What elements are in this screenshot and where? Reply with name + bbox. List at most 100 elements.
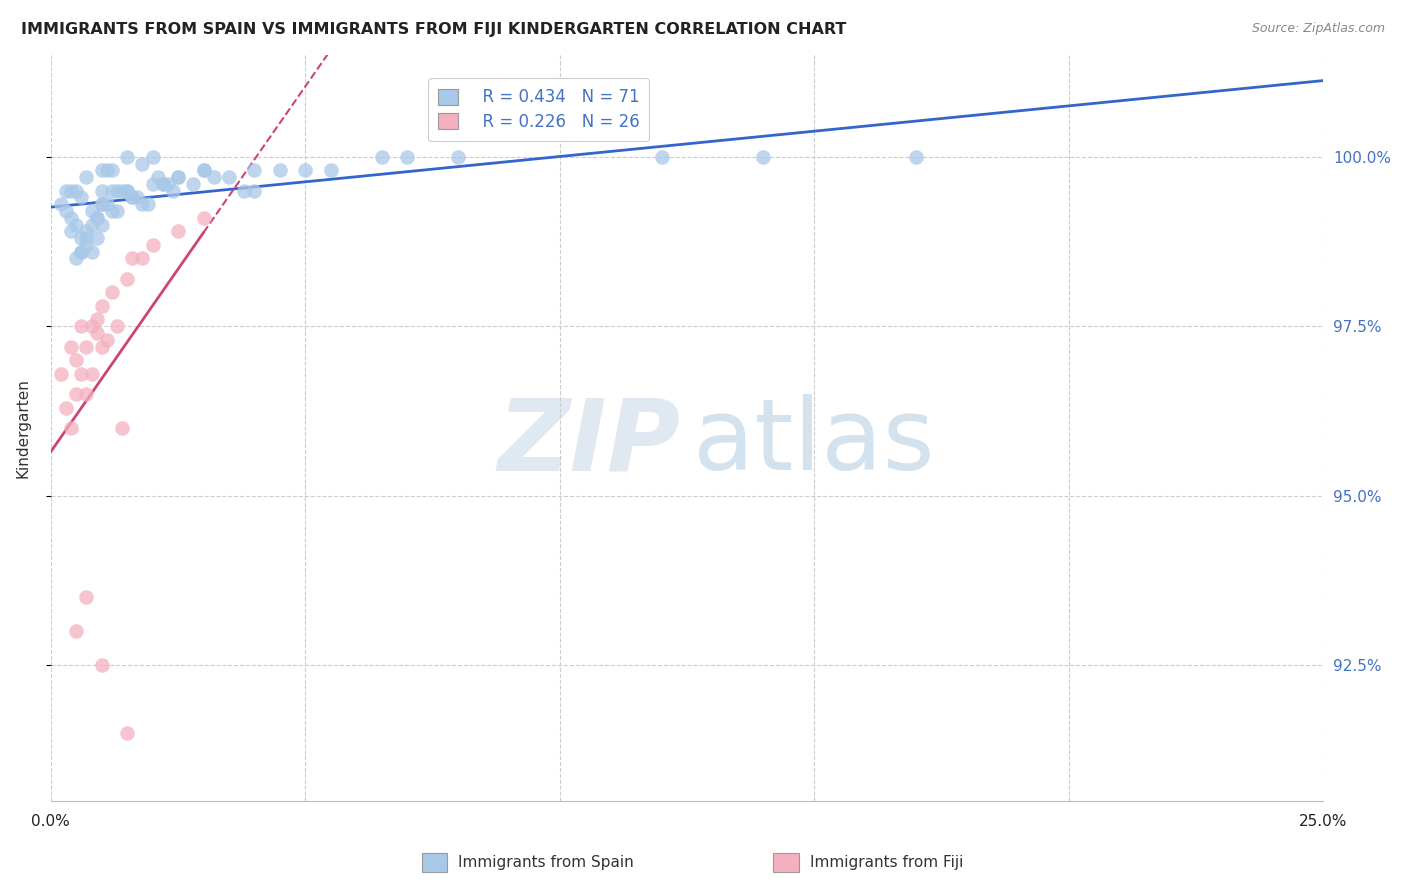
Point	[127, 190, 149, 204]
Point	[49, 367, 72, 381]
Point	[396, 150, 419, 164]
Point	[136, 197, 159, 211]
Point	[101, 184, 124, 198]
Point	[193, 163, 215, 178]
Text: 0.0%: 0.0%	[31, 814, 70, 829]
Point	[75, 170, 97, 185]
Point	[80, 218, 103, 232]
Point	[60, 211, 83, 225]
Point	[142, 177, 165, 191]
Point	[105, 204, 128, 219]
Point	[90, 197, 112, 211]
Point	[115, 150, 138, 164]
Point	[131, 252, 153, 266]
Point	[60, 224, 83, 238]
Point	[60, 339, 83, 353]
Point	[65, 624, 87, 639]
Text: atlas: atlas	[693, 394, 935, 491]
Point	[86, 211, 108, 225]
Point	[115, 726, 138, 740]
Point	[70, 244, 93, 259]
Point	[80, 204, 103, 219]
Point	[90, 197, 112, 211]
Point	[121, 190, 143, 204]
Text: Immigrants from Fiji: Immigrants from Fiji	[810, 855, 963, 870]
Point	[115, 184, 138, 198]
Point	[115, 184, 138, 198]
Legend:   R = 0.434   N = 71,   R = 0.226   N = 26: R = 0.434 N = 71, R = 0.226 N = 26	[429, 78, 650, 141]
Point	[70, 244, 93, 259]
Point	[152, 177, 174, 191]
Text: IMMIGRANTS FROM SPAIN VS IMMIGRANTS FROM FIJI KINDERGARTEN CORRELATION CHART: IMMIGRANTS FROM SPAIN VS IMMIGRANTS FROM…	[21, 22, 846, 37]
Point	[193, 163, 215, 178]
Point	[65, 252, 87, 266]
Point	[75, 339, 97, 353]
Point	[105, 184, 128, 198]
Point	[65, 353, 87, 368]
Point	[243, 184, 266, 198]
Point	[70, 190, 93, 204]
Point	[142, 150, 165, 164]
Point	[86, 211, 108, 225]
Point	[167, 170, 190, 185]
Point	[243, 163, 266, 178]
Point	[651, 150, 673, 164]
Point	[370, 150, 392, 164]
Point	[80, 244, 103, 259]
Point	[86, 231, 108, 245]
Point	[111, 184, 134, 198]
Point	[90, 184, 112, 198]
Point	[152, 177, 174, 191]
Point	[90, 658, 112, 673]
Point	[202, 170, 225, 185]
Point	[111, 421, 134, 435]
Point	[70, 319, 93, 334]
Point	[294, 163, 316, 178]
Y-axis label: Kindergarten: Kindergarten	[15, 378, 30, 478]
Point	[218, 170, 240, 185]
Point	[70, 231, 93, 245]
Point	[49, 197, 72, 211]
Point	[167, 170, 190, 185]
Point	[90, 218, 112, 232]
Point	[90, 299, 112, 313]
Point	[121, 252, 143, 266]
Point	[60, 421, 83, 435]
Point	[65, 218, 87, 232]
Point	[193, 211, 215, 225]
Point	[96, 163, 118, 178]
Point	[96, 333, 118, 347]
Point	[55, 184, 77, 198]
Point	[105, 319, 128, 334]
Point	[65, 387, 87, 401]
Point	[80, 319, 103, 334]
Point	[162, 184, 184, 198]
Point	[86, 312, 108, 326]
Point	[115, 272, 138, 286]
Point	[55, 204, 77, 219]
Point	[905, 150, 928, 164]
Point	[131, 197, 153, 211]
Point	[183, 177, 205, 191]
Point	[65, 184, 87, 198]
Point	[752, 150, 775, 164]
Point	[96, 197, 118, 211]
Point	[75, 238, 97, 252]
Text: Source: ZipAtlas.com: Source: ZipAtlas.com	[1251, 22, 1385, 36]
Point	[142, 238, 165, 252]
Point	[167, 224, 190, 238]
Point	[75, 387, 97, 401]
Point	[90, 339, 112, 353]
Point	[75, 591, 97, 605]
Point	[101, 163, 124, 178]
Point	[75, 224, 97, 238]
Point	[86, 326, 108, 340]
Point	[60, 184, 83, 198]
Point	[269, 163, 291, 178]
Text: ZIP: ZIP	[498, 394, 681, 491]
Point	[101, 204, 124, 219]
Point	[80, 367, 103, 381]
Point	[70, 367, 93, 381]
Point	[121, 190, 143, 204]
Point	[156, 177, 179, 191]
